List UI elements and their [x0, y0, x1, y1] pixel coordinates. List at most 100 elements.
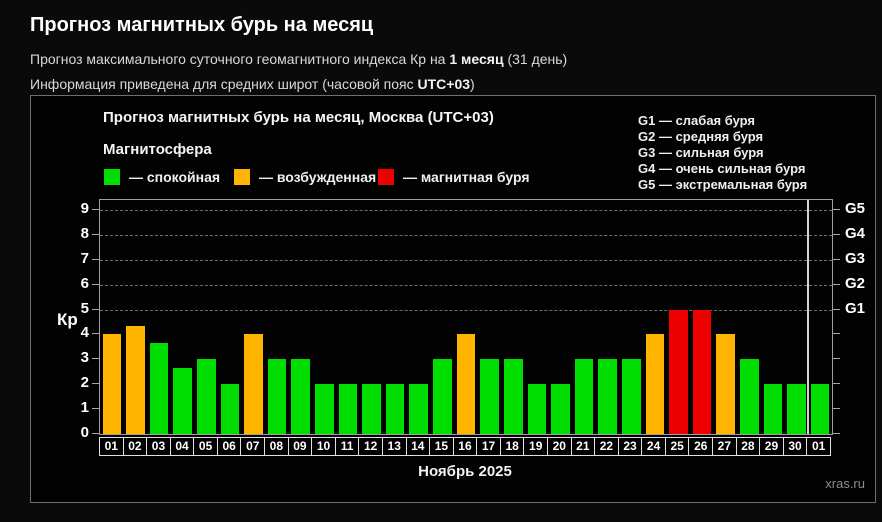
day-label-29-29: 29: [759, 437, 784, 456]
bar-day-21-21: [574, 359, 594, 434]
y-tick-left-3: [92, 358, 99, 360]
bar-day-05-5: [196, 359, 216, 434]
subtitle1-suffix: (31 день): [503, 51, 568, 67]
g-axis-label-g5: G5: [845, 200, 866, 217]
y-tick-right-0: [833, 433, 840, 434]
y-tick-label-0: 0: [80, 424, 89, 441]
subtitle2-suffix: ): [470, 76, 475, 92]
g-scale-line-g2: G2 — средняя буря: [638, 129, 764, 144]
day-label-12-12: 12: [358, 437, 383, 456]
gridline-kp7: [100, 259, 832, 261]
page-subtitle-timezone: Информация приведена для средних широт (…: [30, 76, 475, 92]
y-tick-right-9: [833, 209, 840, 210]
day-label-22-22: 22: [594, 437, 619, 456]
bar-day-25-25: [669, 309, 688, 434]
gridline-kp5: [100, 309, 832, 311]
bar-day-17-17: [480, 359, 499, 434]
plot-area: [99, 199, 833, 435]
subtitle1-prefix: Прогноз максимального суточного геомагни…: [30, 51, 450, 67]
day-label-23-23: 23: [617, 437, 643, 456]
page-subtitle-forecast: Прогноз максимального суточного геомагни…: [30, 51, 567, 67]
day-label-03-3: 03: [146, 437, 171, 456]
g-scale-line-g5: G5 — экстремальная буря: [638, 177, 808, 192]
legend-swatch-storm: [378, 169, 394, 185]
bar-day-01-1: [102, 334, 122, 434]
gridline-kp6: [100, 284, 832, 286]
g-axis-label-g1: G1: [845, 299, 866, 317]
legend-item-excited: — возбужденная: [234, 168, 376, 186]
g-axis-label-g4: G4: [845, 224, 866, 242]
legend-label-quiet: — спокойная: [129, 169, 221, 185]
bar-day-29-29: [763, 384, 783, 434]
y-tick-label-9: 9: [80, 200, 89, 217]
y-tick-label-2: 2: [80, 374, 89, 392]
g-axis-label-g3: G3: [845, 249, 866, 267]
y-tick-label-6: 6: [80, 274, 89, 292]
y-tick-left-6: [92, 283, 99, 285]
g-scale-line-g1: G1 — слабая буря: [638, 113, 756, 128]
y-tick-label-4: 4: [80, 324, 89, 342]
legend-label-storm: — магнитная буря: [403, 169, 530, 185]
y-tick-left-4: [92, 333, 99, 335]
y-tick-left-0: [92, 433, 99, 434]
day-label-07-7: 07: [240, 437, 266, 456]
x-axis-day-row: 01 02 03 04 05 06 07 08 09 10 11 12 13 14 15 16 17 18 19 20…: [99, 437, 831, 456]
bar-day-22-22: [598, 359, 617, 434]
y-axis-title: Кр: [57, 310, 78, 329]
day-label-24-24: 24: [641, 437, 666, 456]
y-tick-right-1: [833, 408, 840, 410]
y-tick-left-8: [92, 233, 99, 235]
y-tick-right-6: [833, 283, 840, 285]
day-label-06-6: 06: [216, 437, 242, 456]
day-label-30-30: 30: [782, 437, 808, 456]
bar-day-24-24: [645, 334, 665, 434]
bar-day-28-28: [740, 359, 759, 434]
bar-day-08-8: [267, 359, 287, 434]
day-label-14-14: 14: [405, 437, 431, 456]
bar-day-04-4: [173, 367, 192, 434]
day-label-25-25: 25: [664, 437, 690, 456]
bar-day-26-26: [692, 309, 712, 434]
chart-panel: Прогноз магнитных бурь на месяц, Москва …: [30, 95, 876, 503]
g-axis-label-g2: G2: [845, 274, 866, 292]
day-label-17-17: 17: [476, 437, 501, 456]
bar-day-06-6: [220, 384, 240, 434]
y-tick-left-1: [92, 408, 99, 410]
day-label-02-2: 02: [122, 437, 148, 456]
bar-day-15-15: [433, 359, 452, 434]
day-label-01-31: 01: [806, 437, 831, 456]
bar-day-02-2: [126, 326, 145, 434]
bar-day-30-30: [787, 384, 806, 434]
g-scale-legend: G1 — слабая буря G2 — средняя буря G3 — …: [638, 113, 807, 193]
day-label-11-11: 11: [334, 437, 360, 456]
day-label-18-18: 18: [499, 437, 525, 456]
x-axis-title: Ноябрь 2025: [418, 463, 512, 480]
bar-day-20-20: [551, 384, 570, 434]
g-scale-line-g3: G3 — сильная буря: [638, 145, 764, 160]
y-tick-right-3: [833, 358, 840, 360]
day-label-08-8: 08: [264, 437, 289, 456]
bar-day-09-9: [291, 359, 310, 434]
legend-swatch-excited: [234, 169, 250, 185]
day-label-15-15: 15: [429, 437, 454, 456]
day-label-05-5: 05: [193, 437, 218, 456]
y-tick-right-5: [833, 308, 840, 310]
y-tick-label-1: 1: [80, 399, 89, 417]
y-tick-label-8: 8: [80, 224, 89, 242]
legend-swatch-quiet: [104, 169, 120, 185]
legend-title: Магнитосфера: [103, 141, 212, 158]
bar-day-13-13: [385, 384, 405, 434]
y-tick-left-7: [92, 258, 99, 260]
day-label-09-9: 09: [287, 437, 313, 456]
legend-label-excited: — возбужденная: [259, 169, 377, 185]
bar-day-10-10: [315, 384, 334, 434]
subtitle2-prefix: Информация приведена для средних широт (…: [30, 76, 418, 92]
bar-day-27-27: [716, 334, 736, 434]
bar-day-11-11: [338, 384, 358, 434]
y-tick-right-4: [833, 333, 840, 335]
day-label-26-26: 26: [688, 437, 714, 456]
bar-day-07-7: [244, 334, 263, 434]
gridline-kp9: [100, 210, 832, 211]
y-tick-left-2: [92, 383, 99, 385]
